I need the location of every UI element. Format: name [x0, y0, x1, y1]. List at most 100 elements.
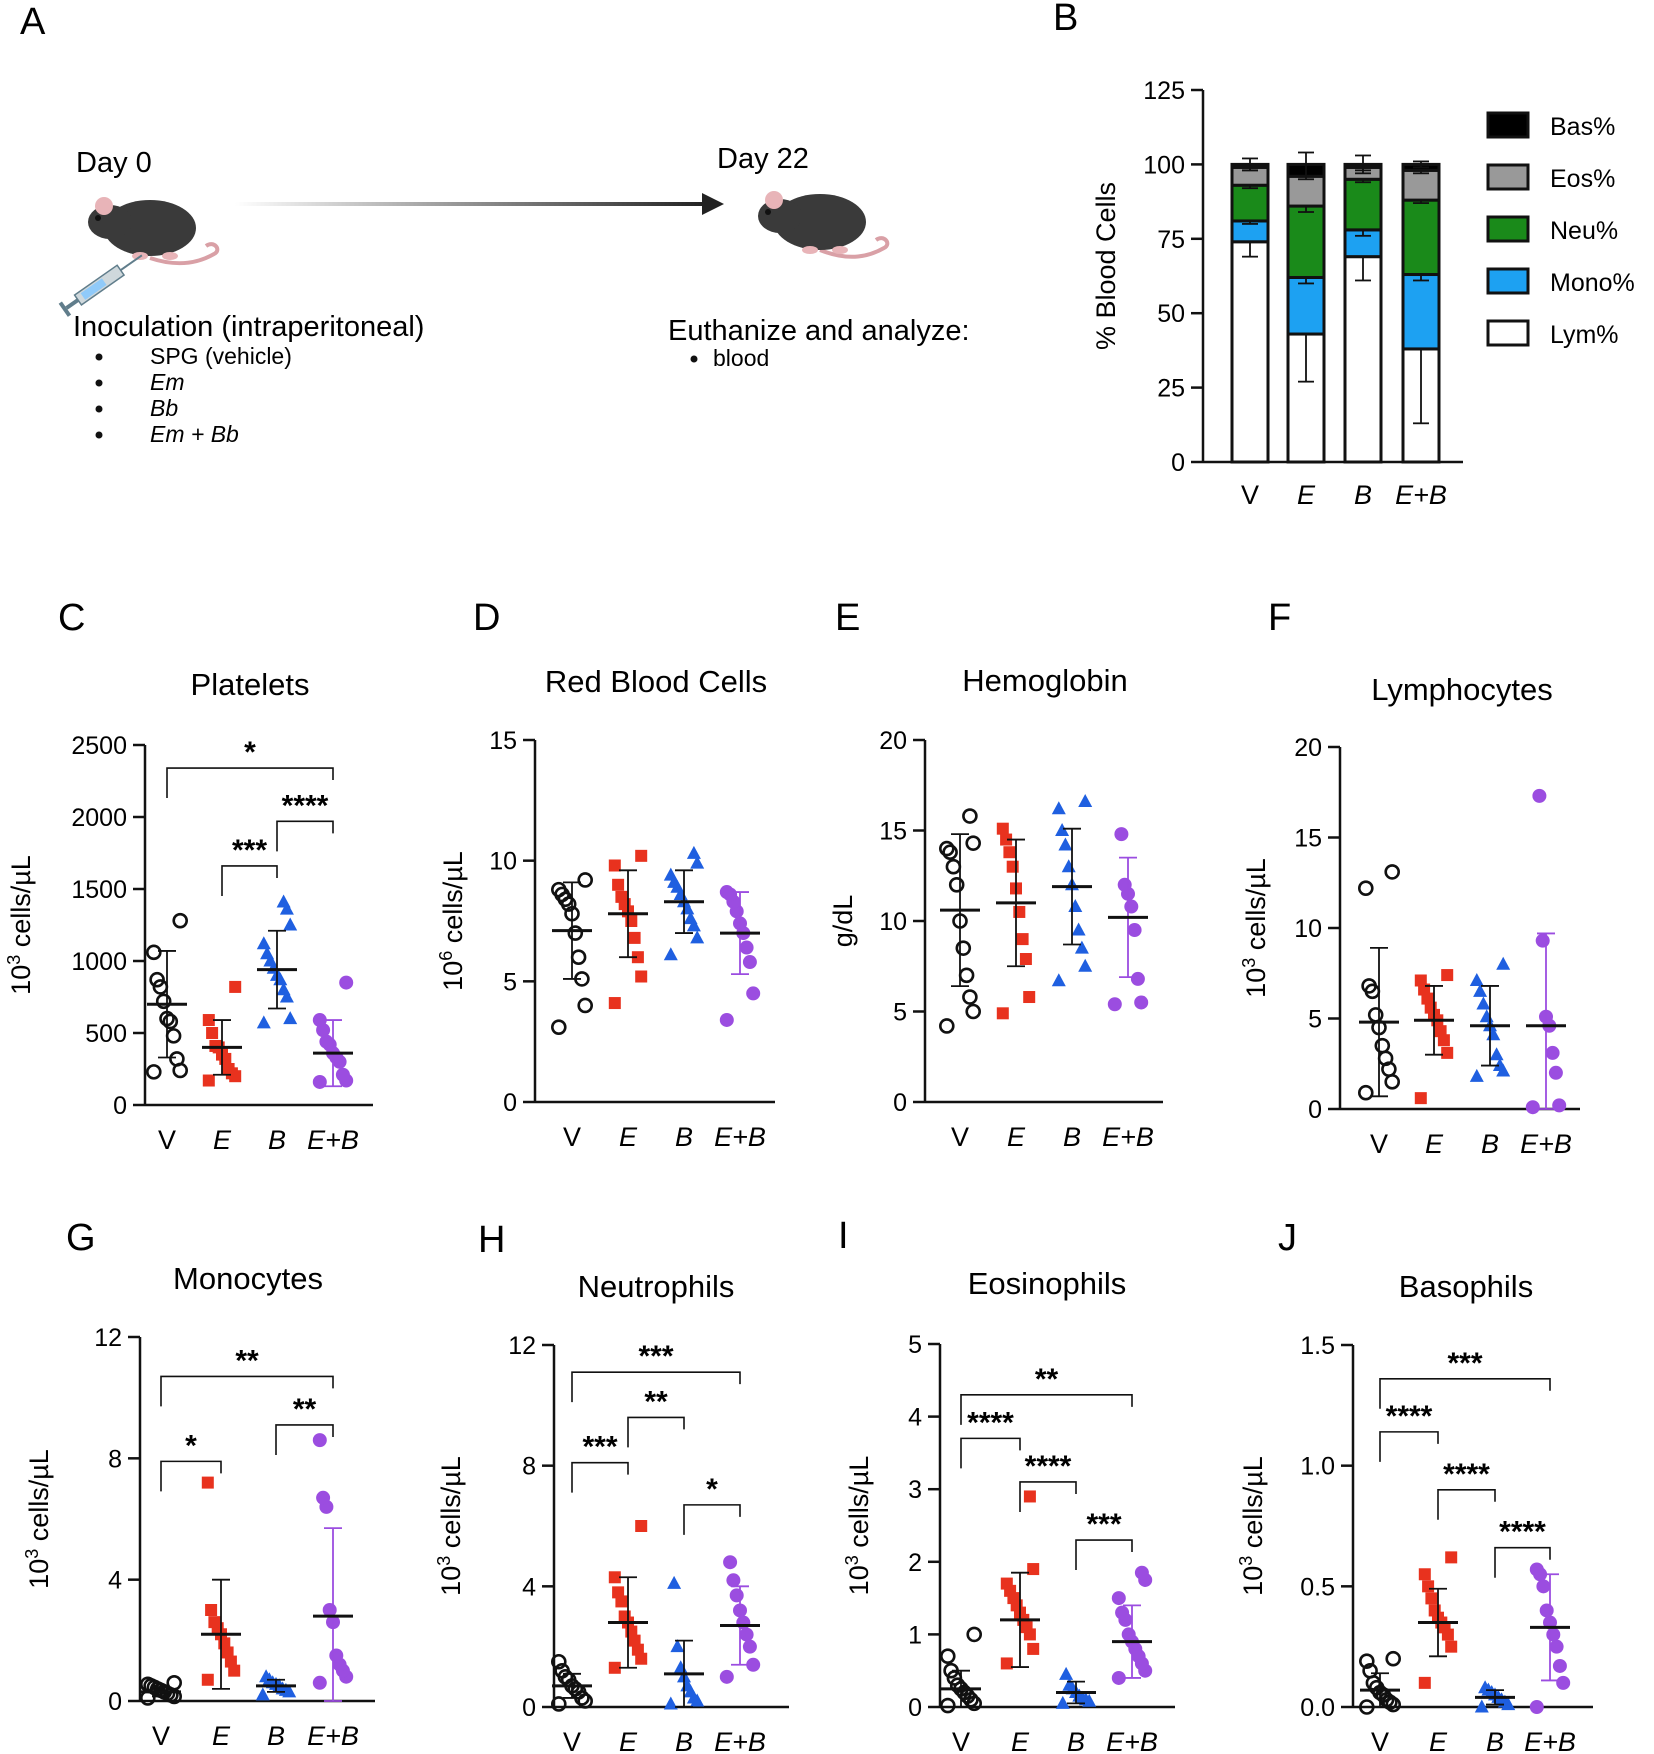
chart-title: Red Blood Cells	[545, 664, 767, 699]
bar-segment-eos	[1401, 168, 1441, 202]
filled-circle-marker	[1111, 1591, 1126, 1606]
y-tick-label: 8	[108, 1445, 122, 1473]
category-label: E+B	[307, 1721, 359, 1751]
square-marker	[1000, 1657, 1013, 1670]
square-marker	[1000, 833, 1013, 846]
filled-circle-marker	[1127, 923, 1142, 938]
triangle-marker	[670, 1639, 685, 1653]
category-label: E+B	[307, 1125, 359, 1155]
category-label: V	[563, 1122, 581, 1152]
y-axis-label-unit: cells/µL	[1241, 858, 1271, 958]
category-label: B	[268, 1125, 286, 1155]
filled-circle-marker	[1552, 1658, 1567, 1673]
square-marker	[1027, 1642, 1040, 1655]
filled-circle-marker	[729, 1588, 744, 1603]
y-axis-label: 103 cells/µL	[4, 855, 36, 995]
filled-circle-marker	[335, 1067, 350, 1082]
panel-letter-e: E	[835, 597, 860, 639]
y-tick-label: 50	[1157, 300, 1185, 328]
filled-circle-marker	[742, 955, 757, 970]
triangle-marker	[1055, 823, 1070, 836]
schematic: Day 0 Day 22	[58, 143, 970, 447]
triangle-marker	[1496, 956, 1511, 970]
square-marker	[615, 1595, 628, 1608]
category-label: B	[267, 1721, 285, 1751]
y-tick-label: 0	[108, 1688, 122, 1716]
filled-circle-marker	[742, 1639, 757, 1654]
category-label: E	[1297, 480, 1316, 510]
significance-label: **	[293, 1393, 317, 1426]
filled-circle-marker	[1114, 827, 1129, 842]
open-circle-marker	[554, 1663, 570, 1679]
y-tick-label: 0.0	[1300, 1694, 1335, 1722]
triangle-marker	[1074, 940, 1089, 954]
square-marker	[612, 878, 625, 891]
open-circle-marker	[570, 949, 587, 966]
open-circle-marker	[146, 944, 162, 961]
filled-circle-marker	[1532, 788, 1547, 803]
square-marker	[1003, 846, 1016, 859]
y-axis-label: 103 cells/µL	[22, 1449, 54, 1589]
square-marker	[1006, 860, 1019, 873]
y-axis-label-base: 10	[6, 965, 36, 995]
filled-circle-marker	[1124, 899, 1139, 914]
triangle-marker	[1078, 958, 1093, 972]
triangle-marker	[673, 1660, 688, 1674]
category-label: E+B	[1106, 1727, 1158, 1754]
filled-circle-marker	[1107, 997, 1122, 1012]
chart-title: Neutrophils	[578, 1269, 735, 1304]
square-marker	[228, 1664, 241, 1677]
open-circle-marker	[567, 925, 584, 941]
open-circle-marker	[149, 971, 165, 988]
y-axis-label-exponent: 3	[1236, 1556, 1256, 1566]
panel-letter-j: J	[1278, 1217, 1297, 1259]
significance-bracket	[1437, 1489, 1496, 1520]
legend-swatch	[1486, 163, 1530, 191]
significance-bracket	[221, 865, 278, 896]
bar-segment-lym	[1343, 255, 1383, 464]
significance-label: ***	[1447, 1347, 1482, 1380]
square-marker	[1441, 1046, 1454, 1059]
category-label: V	[952, 1727, 970, 1754]
triangle-marker	[686, 845, 701, 859]
panel-letter-c: C	[58, 597, 85, 639]
square-marker	[1023, 1490, 1036, 1503]
open-circle-marker	[1362, 1663, 1378, 1679]
open-circle-marker	[577, 997, 594, 1014]
category-label: V	[563, 1727, 581, 1754]
bullet-icon	[95, 353, 103, 361]
y-tick-label: 25	[1157, 375, 1185, 403]
filled-circle-marker	[1552, 1098, 1567, 1113]
y-axis-label: 103 cells/µL	[1236, 1456, 1268, 1596]
open-circle-marker	[1384, 864, 1400, 880]
inoculation-item: Em	[150, 369, 185, 395]
open-circle-marker	[965, 1003, 982, 1020]
square-marker	[635, 1652, 648, 1665]
square-marker	[608, 859, 621, 872]
category-label: V	[1370, 1129, 1388, 1159]
triangle-marker	[1051, 973, 1066, 987]
category-label: B	[1481, 1129, 1499, 1159]
square-marker	[635, 970, 648, 983]
square-marker	[1027, 1563, 1040, 1576]
open-circle-marker	[1374, 1037, 1391, 1054]
square-marker	[1016, 933, 1029, 946]
legend-swatch	[1486, 111, 1530, 139]
bar-segment-neu	[1343, 177, 1383, 232]
legend-label: Neu%	[1550, 217, 1618, 245]
y-tick-label: 4	[908, 1404, 922, 1432]
triangle-marker	[1469, 1068, 1484, 1082]
day0-label: Day 0	[76, 147, 152, 179]
category-label: E+B	[1520, 1129, 1572, 1159]
triangle-marker	[1062, 1677, 1077, 1691]
y-tick-label: 10	[489, 848, 517, 876]
y-tick-label: 5	[893, 999, 907, 1027]
triangle-marker	[260, 946, 275, 960]
significance-label: ****	[967, 1406, 1014, 1439]
y-tick-label: 10	[879, 908, 907, 936]
chart-title: Lymphocytes	[1371, 672, 1553, 707]
bar-segment-mono	[1401, 273, 1441, 351]
square-marker	[222, 1063, 235, 1075]
open-circle-marker	[938, 1018, 955, 1034]
